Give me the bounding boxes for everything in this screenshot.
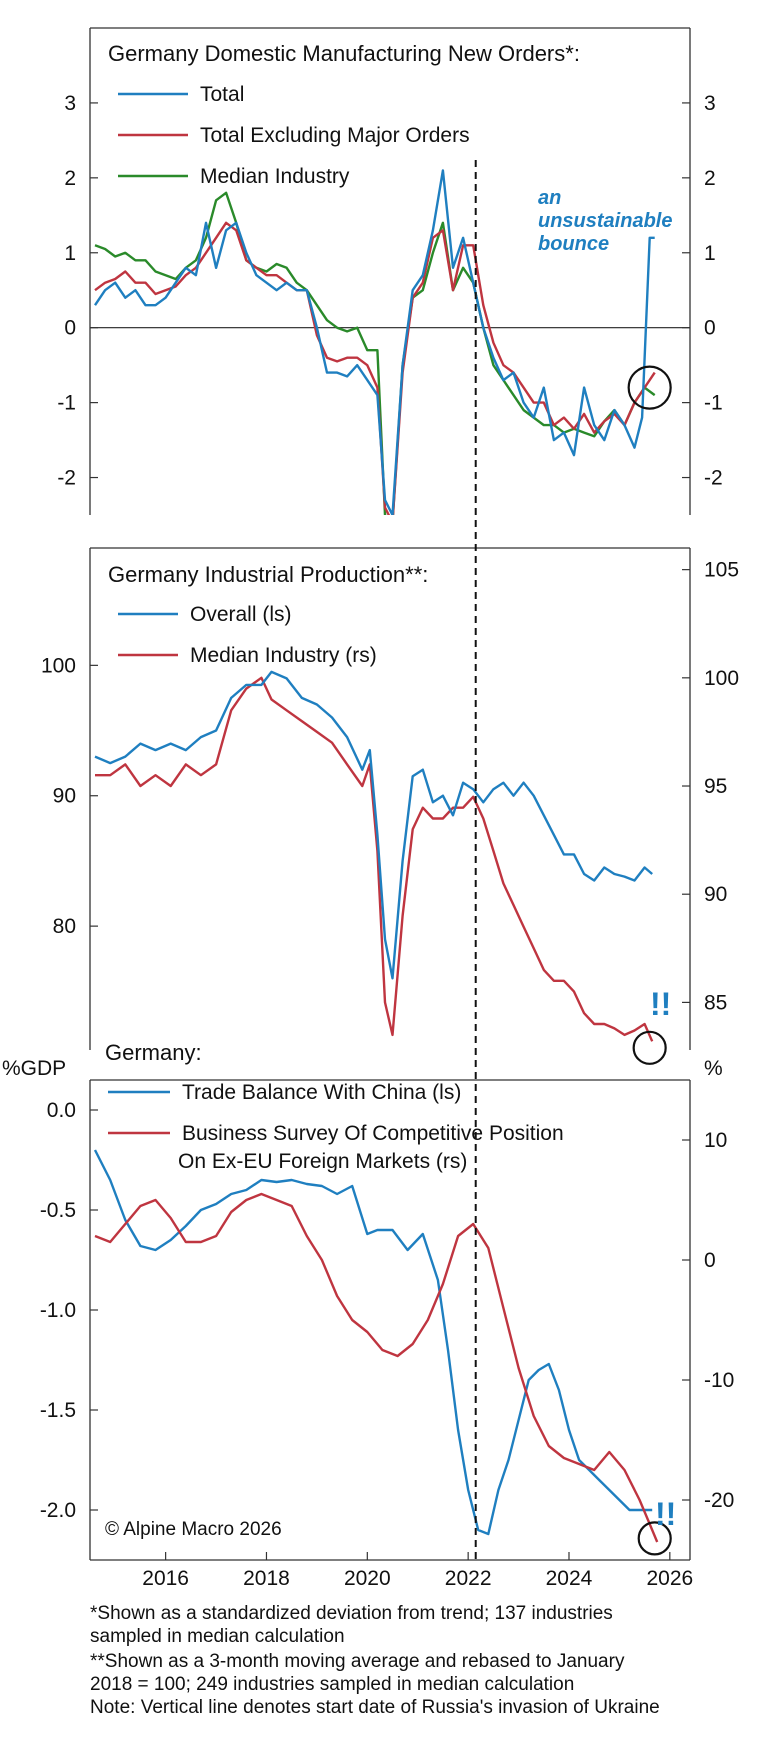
x-axis-tick-label: 2018 <box>243 1567 290 1590</box>
panel3-right-tick-label: -20 <box>704 1489 734 1512</box>
footnote-4: 2018 = 100; 249 industries sampled in me… <box>90 1674 575 1695</box>
x-axis-tick-label: 2022 <box>445 1567 492 1590</box>
panel1-title: Germany Domestic Manufacturing New Order… <box>108 41 580 66</box>
legend-label-p1-excl-major: Total Excluding Major Orders <box>200 124 470 147</box>
panel1-left-tick-label: -2 <box>57 467 76 490</box>
panel3-left-tick-label: -2.0 <box>40 1499 76 1522</box>
panel1-highlight-circle <box>627 365 672 410</box>
x-axis-tick-label: 2020 <box>344 1567 391 1590</box>
panel1-series-line-0 <box>94 169 655 515</box>
panel2-right-tick-label: 85 <box>704 991 727 1014</box>
copyright-label: © Alpine Macro 2026 <box>105 1519 282 1540</box>
panel1-right-tick-label: 3 <box>704 92 716 115</box>
legend-label-p2-overall: Overall (ls) <box>190 603 292 626</box>
footnote-5: Note: Vertical line denotes start date o… <box>90 1697 660 1718</box>
panel1-right-tick-label: 0 <box>704 317 716 340</box>
panel1-left-tick-label: 1 <box>64 242 76 265</box>
panel2-series-line-median <box>95 676 654 1042</box>
panel2-exclaim: !! <box>650 986 671 1022</box>
legend-label-p3-survey: Business Survey Of Competitive Position O… <box>178 1122 564 1173</box>
panel1-right-tick-label: 2 <box>704 167 716 190</box>
x-axis-tick-label: 2024 <box>546 1567 593 1590</box>
legend-label-p1-total: Total <box>200 83 244 106</box>
panel1-series-line-2 <box>94 191 656 515</box>
panel3-left-tick-label: -0.5 <box>40 1199 76 1222</box>
panel3-right-tick-label: -10 <box>704 1369 734 1392</box>
panel2-right-tick-label: 95 <box>704 775 727 798</box>
panel2-right-tick-label: 100 <box>704 667 739 690</box>
panel1-left-tick-label: 3 <box>64 92 76 115</box>
panel2-left-tick-label: 100 <box>41 654 76 677</box>
panel2-right-tick-label: 105 <box>704 559 739 582</box>
panel2-left-tick-label: 80 <box>53 915 76 938</box>
panel3-left-tick-label: -1.0 <box>40 1299 76 1322</box>
panel3-right-axis-label: % <box>704 1057 723 1080</box>
footnote-3: **Shown as a 3-month moving average and … <box>90 1651 625 1672</box>
panel3-series-line-trade <box>93 1149 653 1536</box>
panel2-highlight-circle <box>632 1030 667 1065</box>
panel3-title: Germany: <box>105 1040 202 1065</box>
footnote-2: sampled in median calculation <box>90 1626 345 1647</box>
panel1-left-tick-label: 0 <box>64 317 76 340</box>
panel2-right-tick-label: 90 <box>704 883 727 906</box>
panel2-title: Germany Industrial Production**: <box>108 562 428 587</box>
panel3-exclaim: !! <box>655 1496 676 1532</box>
panel1-annotation-line: bounce <box>538 233 609 255</box>
panel3-right-tick-label: 10 <box>704 1129 727 1152</box>
panel3-right-tick-label: 0 <box>704 1249 716 1272</box>
panel1-right-tick-label: -2 <box>704 467 723 490</box>
legend-label-p3-trade: Trade Balance With China (ls) <box>182 1081 461 1104</box>
x-axis-tick-label: 2016 <box>142 1567 189 1590</box>
panel1-left-tick-label: 2 <box>64 167 76 190</box>
panel3-left-tick-label: 0.0 <box>47 1099 76 1122</box>
panel1-right-tick-label: 1 <box>704 242 716 265</box>
legend-label-p2-median: Median Industry (rs) <box>190 644 377 667</box>
panel3-series-line-survey <box>94 1192 659 1543</box>
panel1-annotation-line: unsustainable <box>538 210 672 232</box>
panel2-series-line-overall <box>94 670 653 980</box>
footnote-1: *Shown as a standardized deviation from … <box>90 1603 613 1624</box>
x-axis-tick-label: 2026 <box>646 1567 693 1590</box>
panel3-left-axis-label: %GDP <box>2 1057 66 1080</box>
panel1-right-tick-label: -1 <box>704 392 723 415</box>
panel2-left-tick-label: 90 <box>53 785 76 808</box>
panel1-series-line-1 <box>94 221 656 515</box>
panel3-highlight-circle <box>637 1521 672 1556</box>
legend-label-p1-median: Median Industry <box>200 165 350 188</box>
panel1-annotation-line: an <box>538 187 561 209</box>
panel3-left-tick-label: -1.5 <box>40 1399 76 1422</box>
panel1-left-tick-label: -1 <box>57 392 76 415</box>
